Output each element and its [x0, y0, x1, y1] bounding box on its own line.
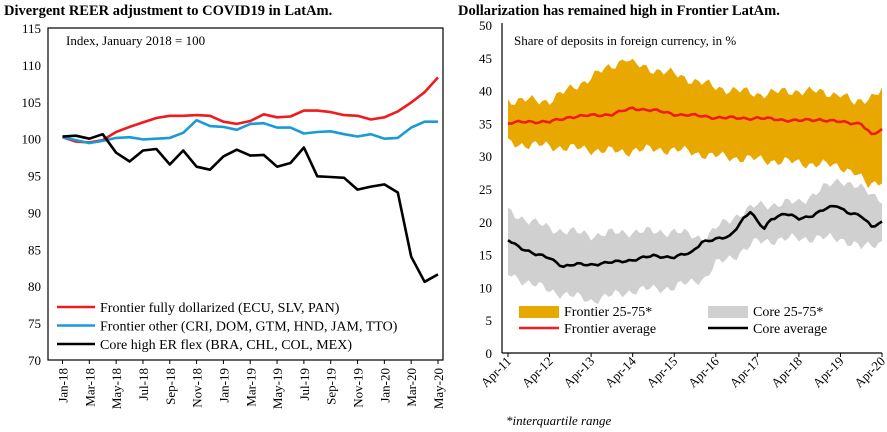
right-chart: Dollarization has remained high in Front…	[458, 3, 887, 428]
right-x-tick-label: Apr-14	[602, 353, 639, 390]
right-chart-title: Dollarization has remained high in Front…	[458, 3, 780, 19]
right-y-tick-label: 45	[479, 51, 492, 66]
right-y-tick-label: 15	[479, 248, 492, 263]
interquartile-note: *interquartile range	[506, 413, 612, 428]
right-legend-label-1: Core 25-75*	[753, 305, 823, 320]
left-x-tick-label: Sep-19	[324, 368, 339, 405]
left-y-tick-label: 100	[22, 132, 42, 147]
right-series-line-1	[507, 204, 883, 269]
right-y-tick-label: 40	[479, 84, 492, 99]
left-chart: Divergent REER adjustment to COVID19 in …	[4, 3, 446, 409]
left-x-tick-label: Jan-19	[216, 368, 231, 403]
left-x-tick-label: May-19	[270, 368, 285, 409]
left-x-tick-label: May-18	[109, 368, 124, 409]
left-legend-label-2: Core high ER flex (BRA, CHL, COL, MEX)	[100, 338, 352, 353]
left-x-tick-label: Nov-18	[190, 368, 205, 408]
right-band-1	[508, 178, 882, 305]
left-x-tick-label: Mar-18	[82, 368, 97, 407]
left-x-tick-label: Jul-18	[136, 368, 151, 401]
right-chart-subtitle: Share of deposits in foreign currency, i…	[514, 33, 736, 48]
right-x-tick-label: Apr-19	[810, 354, 847, 391]
right-y-tick-label: 20	[479, 215, 492, 230]
left-x-tick-label: Jan-18	[56, 368, 71, 403]
right-y-tick-label: 35	[479, 116, 492, 131]
left-y-tick-label: 115	[22, 21, 41, 36]
left-plot-area: 70 75 80 85 90 95 100 105 110 115 Jan-18 Mar-18 May-…	[22, 21, 447, 409]
right-y-tick-label: 10	[479, 280, 492, 295]
left-y-tick-label: 105	[22, 95, 42, 110]
right-x-tick-label: Apr-17	[726, 353, 763, 390]
left-series-line-0	[62, 76, 439, 144]
left-legend-label-1: Frontier other (CRI, DOM, GTM, HND, JAM,…	[100, 320, 398, 335]
right-y-tick-label: 0	[486, 346, 493, 361]
left-plot-frame	[47, 27, 444, 361]
right-y-tick-label: 25	[479, 182, 492, 197]
left-series-line-2	[62, 132, 439, 284]
left-x-tick-label: Mar-19	[243, 368, 258, 407]
left-y-tick-label: 85	[28, 242, 41, 257]
right-y-tick-label: 30	[479, 149, 492, 164]
left-y-tick-label: 110	[22, 58, 41, 73]
right-legend-swatch-1	[708, 306, 748, 318]
right-legend-swatch-0	[519, 306, 559, 318]
left-chart-subtitle: Index, January 2018 = 100	[66, 33, 205, 48]
right-legend-label-0: Frontier 25-75*	[564, 305, 652, 320]
right-legend-label-3: Core average	[753, 322, 827, 337]
left-x-tick-label: Sep-18	[163, 368, 178, 405]
left-x-tick-label: Nov-19	[351, 368, 366, 408]
right-x-tick-label: Apr-20	[851, 354, 887, 391]
right-series-line-0	[507, 106, 883, 136]
left-x-tick-label: Mar-20	[404, 368, 419, 407]
left-y-tick-label: 90	[28, 205, 41, 220]
right-legend-label-2: Frontier average	[564, 322, 656, 337]
right-y-tick-label: 5	[486, 313, 493, 328]
left-series-line-1	[62, 118, 438, 145]
left-x-tick-label: Jul-19	[297, 368, 312, 401]
left-chart-title: Divergent REER adjustment to COVID19 in …	[4, 3, 332, 19]
right-x-tick-label: Apr-15	[643, 354, 680, 391]
right-band-0	[508, 58, 882, 189]
left-x-tick-label: Jan-20	[377, 368, 392, 403]
right-x-tick-label: Apr-18	[768, 354, 805, 391]
left-y-tick-label: 95	[28, 169, 41, 184]
left-y-tick-label: 75	[28, 316, 41, 331]
left-y-tick-label: 80	[28, 279, 41, 294]
right-x-tick-label: Apr-13	[560, 354, 597, 391]
right-x-tick-label: Apr-11	[477, 354, 514, 391]
left-y-tick-label: 70	[28, 353, 41, 368]
left-legend: Frontier fully dollarized (ECU, SLV, PAN…	[57, 301, 398, 353]
left-x-tick-label: May-20	[431, 368, 446, 409]
right-legend: Frontier 25-75* Core 25-75* Frontier avera…	[519, 305, 827, 337]
left-legend-label-0: Frontier fully dollarized (ECU, SLV, PAN…	[100, 301, 340, 316]
right-y-tick-label: 50	[479, 18, 492, 33]
right-x-tick-label: Apr-12	[519, 354, 556, 391]
right-x-tick-label: Apr-16	[685, 353, 722, 390]
